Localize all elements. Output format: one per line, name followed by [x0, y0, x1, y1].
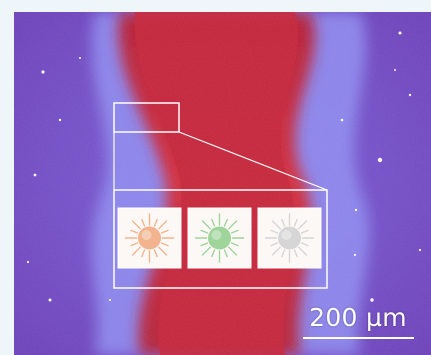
- scale-bar-label: 200 µm: [309, 303, 407, 332]
- scale-bar: [303, 337, 414, 339]
